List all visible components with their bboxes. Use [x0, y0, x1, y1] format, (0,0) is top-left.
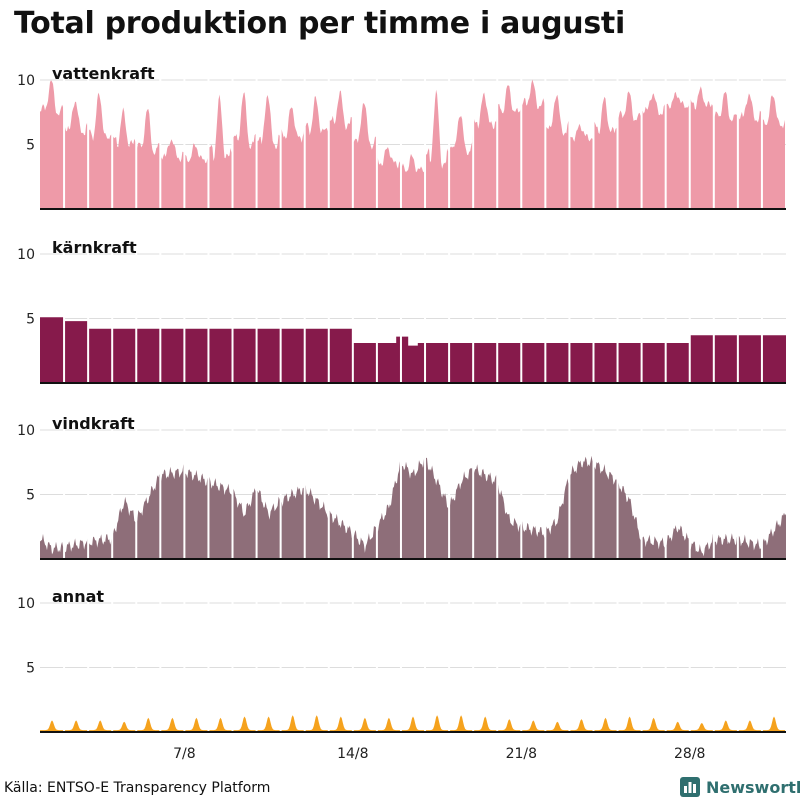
panel-title: kärnkraft: [52, 238, 137, 257]
y-tick-label: 5: [26, 488, 35, 504]
panel-annat: 5 10 annat: [17, 587, 786, 733]
panel-vattenkraft: 5 10 vattenkraft: [17, 64, 786, 210]
source-note: Källa: ENTSO-E Transparency Platform: [4, 780, 271, 796]
y-tick-label: 10: [17, 596, 35, 612]
x-tick-label: 7/8: [173, 746, 196, 762]
y-tick-label: 10: [17, 73, 35, 89]
panel-vindkraft: 5 10 vindkraft: [17, 414, 786, 560]
y-tick-label: 10: [17, 247, 35, 263]
panel-title: vattenkraft: [52, 64, 155, 83]
y-tick-label: 5: [26, 312, 35, 328]
newsworthy-logo-icon: [680, 777, 700, 797]
x-tick-label: 14/8: [337, 746, 368, 762]
panel-title: annat: [52, 587, 104, 606]
chart-title: Total produktion per timme i augusti: [14, 6, 625, 41]
panel-karnkraft: 5 10 kärnkraft: [17, 238, 786, 384]
x-tick-label: 28/8: [674, 746, 705, 762]
y-tick-label: 5: [26, 661, 35, 677]
brand-logo: Newsworthy: [680, 776, 800, 798]
y-tick-label: 10: [17, 423, 35, 439]
area-vindkraft: [40, 455, 786, 559]
small-multiples-chart: 5 10 vattenkraft 5 10 kärnkraft 5 10 vindkraft 5 1…: [17, 64, 786, 762]
area-karnkraft: [40, 317, 786, 383]
x-tick-label: 21/8: [506, 746, 537, 762]
brand-name: Newsworthy: [706, 777, 800, 797]
area-vattenkraft: [40, 79, 785, 209]
panel-title: vindkraft: [52, 414, 135, 433]
y-tick-label: 5: [26, 138, 35, 154]
area-annat: [40, 715, 785, 732]
